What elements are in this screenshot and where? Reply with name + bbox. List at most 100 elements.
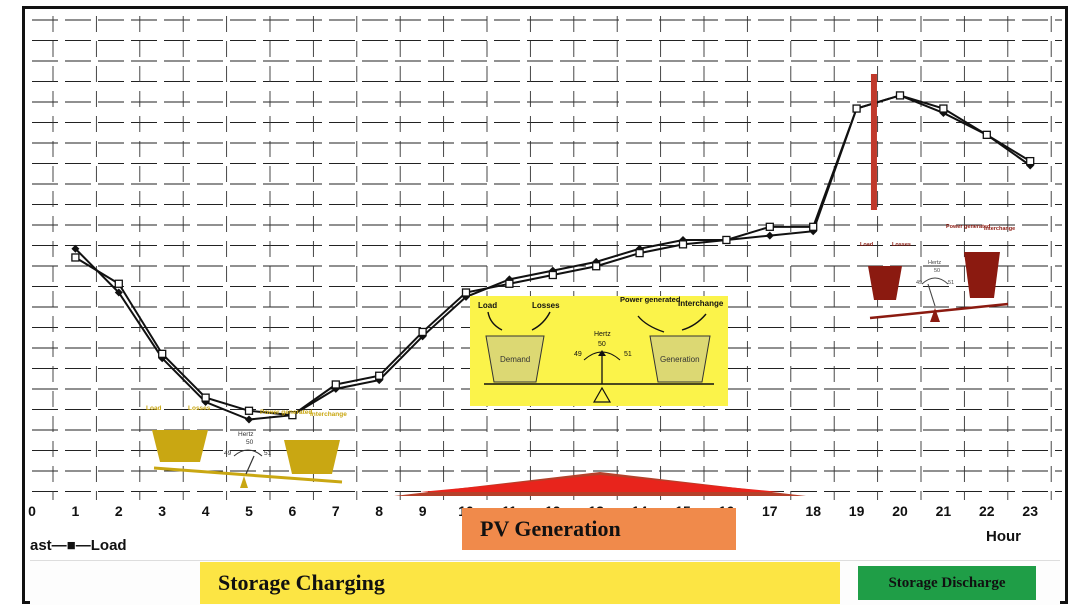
right-losses-label: Losses xyxy=(892,242,911,248)
center-losses-arrow xyxy=(531,311,551,331)
left-interchange-label: Interchange xyxy=(310,411,347,418)
right-demand-bucket xyxy=(868,266,902,300)
x-tick-label: 17 xyxy=(762,503,778,519)
right-hz-arc xyxy=(921,277,949,285)
data-point-load xyxy=(418,327,427,337)
right-hz51: 51 xyxy=(948,280,954,286)
right-balance-beam xyxy=(869,302,1009,320)
center-hz49: 49 xyxy=(574,351,582,358)
right-power-generated-label: Power generated xyxy=(946,224,990,230)
pv-generation-triangle xyxy=(394,472,806,496)
center-load-arrow xyxy=(487,311,503,331)
x-axis-label: Hour xyxy=(986,528,1021,545)
left-fulcrum xyxy=(240,476,248,488)
right-fulcrum xyxy=(930,308,940,322)
data-point-load xyxy=(895,91,905,100)
data-point-ast xyxy=(71,244,80,253)
balance-diagram-right: Load Losses Power generated Interchange … xyxy=(860,224,1015,322)
x-tick-label: 20 xyxy=(892,503,908,519)
data-point-load xyxy=(201,393,210,402)
data-point-load xyxy=(375,371,384,380)
data-point-load xyxy=(331,380,340,389)
data-point-load xyxy=(765,222,774,231)
x-tick-label: 22 xyxy=(979,503,995,519)
right-needle xyxy=(927,283,936,307)
data-point-ast xyxy=(245,415,253,424)
center-power-generated-label: Power generated xyxy=(620,296,681,304)
data-point-load xyxy=(548,270,557,280)
data-point-load xyxy=(939,104,948,113)
balance-panel-center: Load Losses Power generated Interchange … xyxy=(470,295,728,406)
center-demand-bucket xyxy=(485,335,545,383)
right-generation-bucket xyxy=(964,252,1000,298)
balance-panel-left: Load Losses Power generated Interchange … xyxy=(142,400,352,492)
data-point-load xyxy=(678,240,688,249)
x-tick-label: 5 xyxy=(245,503,253,519)
left-hertz-label: Hertz xyxy=(238,431,254,438)
center-load-label: Load xyxy=(478,301,497,310)
data-point-load xyxy=(592,262,601,271)
data-point-load xyxy=(244,406,254,415)
right-interchange-label: Interchange xyxy=(984,226,1015,232)
right-load-label: Load xyxy=(860,242,873,248)
left-balance-beam xyxy=(153,466,343,484)
balance-diagram-center: Load Losses Power generated Interchange … xyxy=(470,295,728,406)
x-tick-label: 1 xyxy=(72,503,80,519)
center-losses-label: Losses xyxy=(532,301,560,310)
left-generation-bucket xyxy=(284,440,340,474)
data-point-load xyxy=(71,253,80,262)
data-point-load xyxy=(982,130,991,139)
chart-legend: ast—■—Load xyxy=(30,537,127,554)
left-load-label: Load xyxy=(146,405,162,412)
left-needle xyxy=(245,455,255,475)
right-hertz-label: Hertz xyxy=(928,260,941,266)
right-hz49: 49 xyxy=(916,280,922,286)
data-point-load xyxy=(505,279,514,288)
pv-generation-label: PV Generation xyxy=(462,508,736,550)
left-hz49: 49 xyxy=(224,450,232,457)
x-tick-label: 21 xyxy=(936,503,952,519)
left-hz50: 50 xyxy=(246,439,254,446)
balance-diagram-left: Load Losses Power generated Interchange … xyxy=(146,405,347,488)
data-point-load xyxy=(288,411,297,420)
left-hz51: 51 xyxy=(264,450,272,457)
x-tick-label: 23 xyxy=(1022,503,1038,519)
x-tick-label: 2 xyxy=(115,503,123,519)
x-tick-label: 9 xyxy=(419,503,427,519)
center-generation-bucket xyxy=(649,335,711,383)
center-interchange-label: Interchange xyxy=(678,299,724,308)
center-demand-label: Demand xyxy=(500,355,530,364)
x-tick-label: 7 xyxy=(332,503,340,519)
data-point-ast xyxy=(114,288,123,297)
balance-panel-right: Load Losses Power generated Interchange … xyxy=(858,222,1022,326)
x-tick-label: 0 xyxy=(28,503,36,519)
grid-layer xyxy=(32,16,1062,500)
center-hz50: 50 xyxy=(598,341,606,348)
data-point-load xyxy=(852,104,861,113)
x-tick-label: 3 xyxy=(158,503,166,519)
data-point-load xyxy=(722,235,731,245)
storage-discharge-label: Storage Discharge xyxy=(858,566,1036,600)
x-tick-label: 18 xyxy=(805,503,821,519)
storage-charging-label: Storage Charging xyxy=(200,562,840,604)
data-point-load xyxy=(461,288,471,297)
pv-triangle xyxy=(420,475,780,492)
data-point-ast xyxy=(765,231,774,240)
right-hz50: 50 xyxy=(934,268,940,274)
data-point-load xyxy=(635,248,644,258)
data-point-load xyxy=(1026,156,1035,166)
x-tick-label: 6 xyxy=(289,503,297,519)
data-point-load xyxy=(158,349,167,358)
x-tick-label: 8 xyxy=(375,503,383,519)
data-point-load xyxy=(809,222,818,231)
data-point-load xyxy=(114,279,123,288)
x-tick-label: 4 xyxy=(202,503,210,519)
center-fulcrum xyxy=(592,386,612,403)
x-tick-label: 19 xyxy=(849,503,865,519)
left-power-generated-label: Power generated xyxy=(260,409,312,416)
center-generation-label: Generation xyxy=(660,355,700,364)
left-hz-arc xyxy=(233,449,263,457)
left-losses-label: Losses xyxy=(188,405,211,412)
